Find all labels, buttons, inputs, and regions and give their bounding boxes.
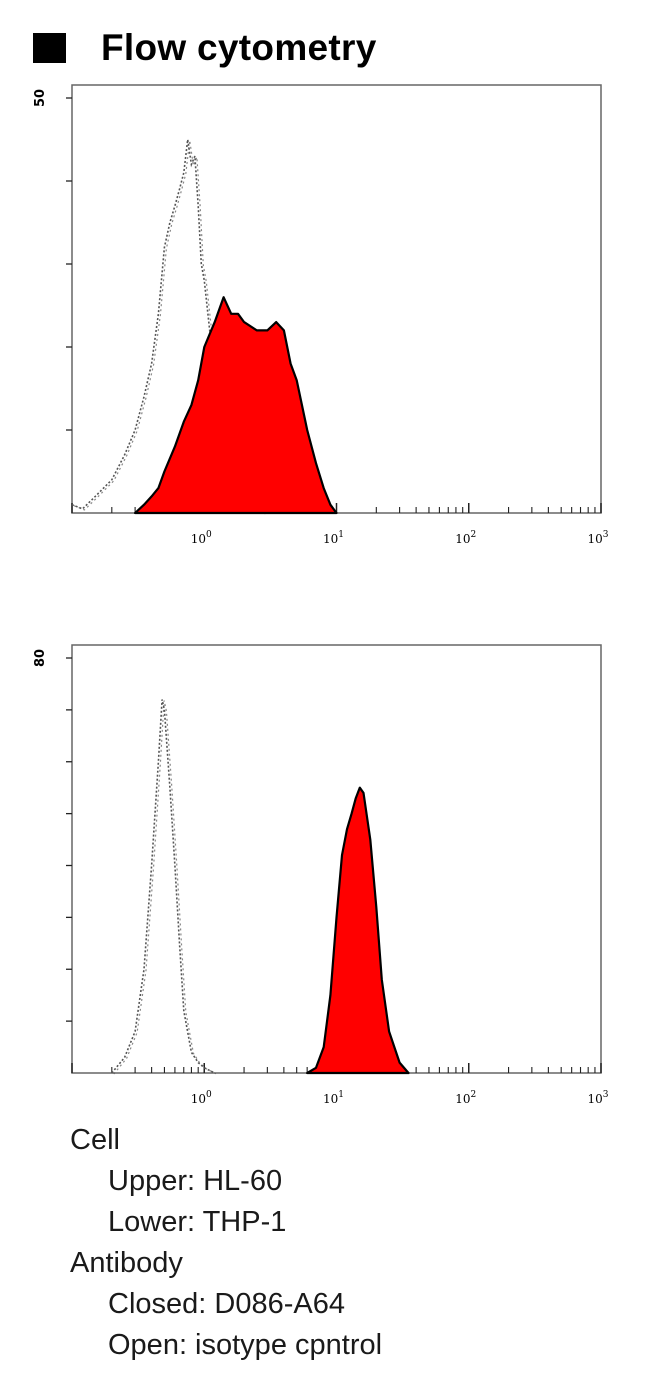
legend-open: Open: isotype cpntrol <box>108 1329 383 1361</box>
x-tick-label: 102 <box>455 530 476 546</box>
legend-closed: Closed: D086-A64 <box>108 1288 345 1320</box>
x-tick-label: 100 <box>191 530 212 546</box>
y-max-label: 50 <box>33 89 48 107</box>
x-tick-label: 102 <box>455 1090 476 1106</box>
legend-antibody-label: Antibody <box>70 1247 183 1279</box>
legend-lower: Lower: THP-1 <box>108 1206 287 1238</box>
page-title: Flow cytometry <box>101 27 377 68</box>
legend-upper: Upper: HL-60 <box>108 1165 283 1197</box>
legend-cell-label: Cell <box>70 1124 120 1156</box>
plot-frame <box>71 84 602 514</box>
x-tick-label: 103 <box>587 530 608 546</box>
open-histogram-series-shadow <box>113 700 217 1075</box>
header: Flow cytometry <box>33 26 377 70</box>
open-histogram-series <box>111 699 216 1074</box>
x-tick-label: 100 <box>191 1090 212 1106</box>
lower-histogram: 80 100 101 102 103 <box>33 644 609 1106</box>
x-tick-label: 101 <box>323 1090 344 1106</box>
x-tick-label: 103 <box>587 1090 608 1106</box>
legend: Cell Upper: HL-60 Lower: THP-1 Antibody … <box>70 1120 382 1366</box>
bullet-square-icon <box>33 33 66 63</box>
closed-histogram-series <box>306 786 410 1075</box>
closed-histogram-series <box>133 296 338 515</box>
y-max-label: 80 <box>33 649 48 667</box>
upper-histogram: 50 100 101 102 103 <box>33 84 609 546</box>
x-tick-label: 101 <box>323 530 344 546</box>
